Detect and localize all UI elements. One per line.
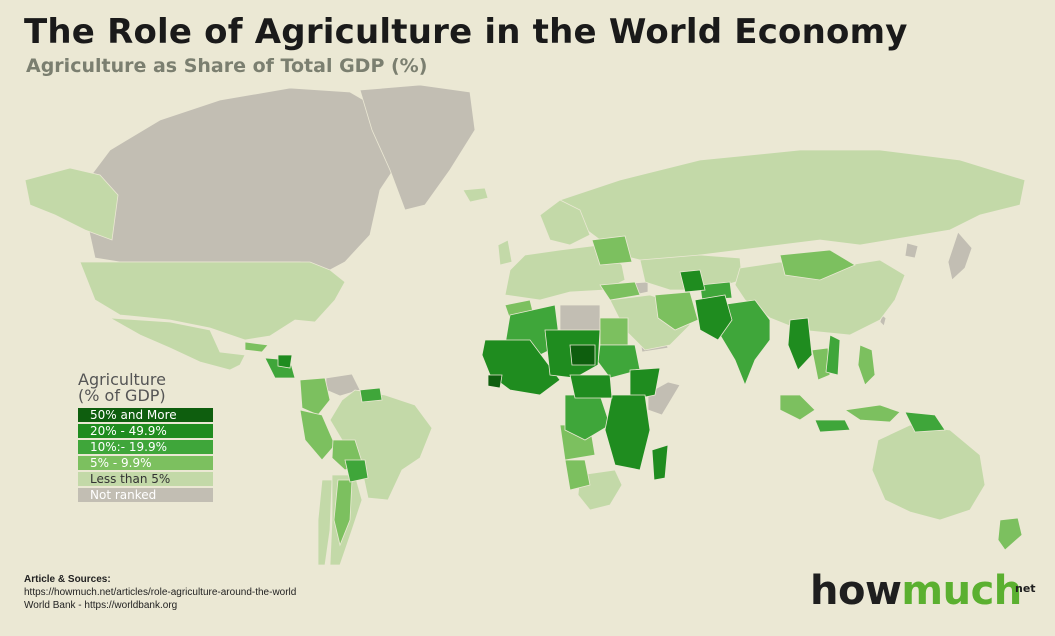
country-uzbek <box>679 269 706 293</box>
country-greenland <box>359 84 476 211</box>
country-japan <box>947 231 973 281</box>
logo-suffix: net <box>1015 582 1036 595</box>
country-turkey <box>599 281 641 301</box>
country-britain <box>497 239 513 266</box>
legend-items: 50% and More 20% - 49.9% 10%:- 19.9% 5% … <box>78 408 213 502</box>
legend-item-10-20: 10%:- 19.9% <box>78 440 213 454</box>
sources-line1[interactable]: https://howmuch.net/articles/role-agricu… <box>24 587 297 598</box>
country-iceland <box>462 187 489 203</box>
region-lt5 <box>24 149 1026 566</box>
region-50-plus <box>487 344 596 389</box>
country-chile <box>317 479 333 566</box>
map-title: The Role of Agriculture in the World Eco… <box>24 12 908 52</box>
country-mexico <box>109 317 246 371</box>
country-peru <box>299 409 336 461</box>
country-scandinavia <box>539 199 591 246</box>
country-guyana <box>359 387 383 403</box>
country-namibia <box>564 459 591 491</box>
country-chad <box>569 344 596 366</box>
country-cuba <box>244 341 269 353</box>
country-congo <box>564 394 611 441</box>
country-australia <box>871 424 986 521</box>
country-madagascar <box>651 444 669 481</box>
country-nicaragua <box>277 354 293 369</box>
country-vietnam <box>825 334 841 376</box>
logo-part1: how <box>810 568 902 614</box>
country-india <box>719 299 771 387</box>
region-20-50 <box>277 269 813 481</box>
country-afghanistan-pakistan <box>694 294 733 341</box>
country-east-africa <box>604 394 651 471</box>
logo-part2: much <box>901 568 1022 614</box>
country-russia <box>559 149 1026 261</box>
country-northkorea <box>904 242 919 259</box>
country-indonesia-west <box>779 394 816 421</box>
country-indonesia-central <box>814 419 851 433</box>
howmuch-logo: howmuch net <box>810 568 1036 614</box>
country-central-africa <box>569 374 613 399</box>
region-5-10 <box>244 235 1023 551</box>
legend-item-lt5: Less than 5% <box>78 472 213 486</box>
country-west-africa <box>481 339 561 396</box>
legend-title-line1: Agriculture <box>78 370 166 389</box>
country-canada <box>79 87 401 271</box>
country-usa <box>79 261 346 341</box>
sources-title: Article & Sources: <box>24 574 111 585</box>
sources: Article & Sources: https://howmuch.net/a… <box>24 573 296 612</box>
country-sierraleone <box>487 374 503 389</box>
country-mongolia <box>779 249 856 281</box>
country-papua <box>904 411 946 433</box>
legend-title-line2: (% of GDP) <box>78 386 166 405</box>
country-newzealand <box>997 517 1023 551</box>
country-indonesia-east <box>843 404 901 423</box>
country-paraguay <box>344 459 369 483</box>
legend-item-50-plus: 50% and More <box>78 408 213 422</box>
country-brazil <box>329 389 433 501</box>
map-subtitle: Agriculture as Share of Total GDP (%) <box>26 55 428 77</box>
country-thailand <box>811 347 831 381</box>
legend-item-not-ranked: Not ranked <box>78 488 213 502</box>
country-ethiopia <box>629 367 661 401</box>
legend: Agriculture (% of GDP) 50% and More 20% … <box>78 372 213 504</box>
country-philippines <box>857 344 876 386</box>
country-egypt <box>599 317 629 346</box>
sources-line2[interactable]: World Bank - https://worldbank.org <box>24 600 178 611</box>
legend-item-20-50: 20% - 49.9% <box>78 424 213 438</box>
country-myanmar <box>787 317 813 371</box>
country-europe <box>504 244 626 301</box>
country-iran <box>654 291 699 331</box>
legend-item-5-10: 5% - 9.9% <box>78 456 213 470</box>
country-alaska <box>24 167 119 241</box>
country-ukraine <box>591 235 633 266</box>
country-colombia <box>299 377 331 416</box>
